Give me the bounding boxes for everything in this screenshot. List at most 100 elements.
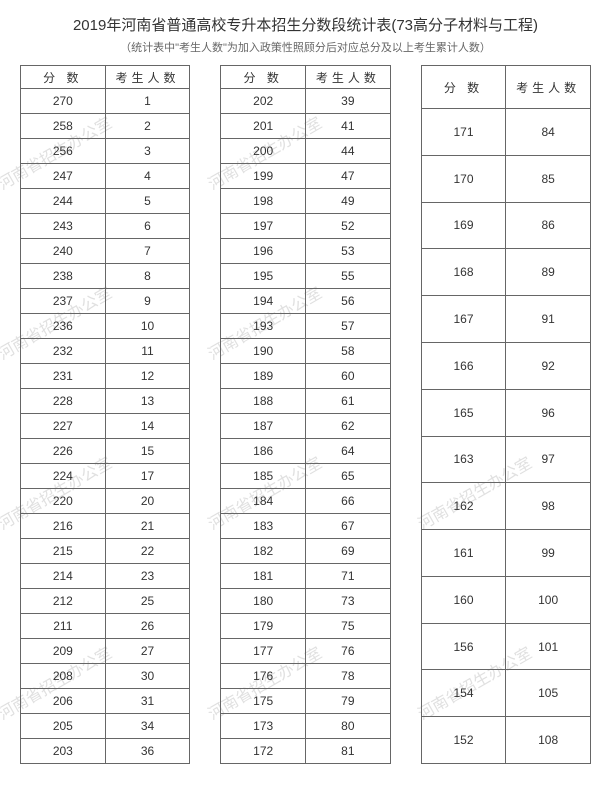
table-row: 19752 <box>221 214 390 239</box>
table-row: 18466 <box>221 489 390 514</box>
table-row: 19357 <box>221 314 390 339</box>
count-cell: 17 <box>105 464 190 489</box>
count-cell: 65 <box>305 464 390 489</box>
table-row: 20044 <box>221 139 390 164</box>
table-row: 17776 <box>221 639 390 664</box>
score-cell: 238 <box>21 264 106 289</box>
count-cell: 66 <box>305 489 390 514</box>
score-cell: 203 <box>21 739 106 764</box>
column-header-count: 考生人数 <box>506 66 591 109</box>
table-row: 18171 <box>221 564 390 589</box>
count-cell: 91 <box>506 296 591 343</box>
count-cell: 61 <box>305 389 390 414</box>
count-cell: 22 <box>105 539 190 564</box>
score-cell: 258 <box>21 114 106 139</box>
table-row: 20927 <box>21 639 190 664</box>
table-row: 21423 <box>21 564 190 589</box>
score-cell: 185 <box>221 464 306 489</box>
score-cell: 243 <box>21 214 106 239</box>
count-cell: 62 <box>305 414 390 439</box>
score-table-1: 分 数考生人数202392014120044199471984919752196… <box>220 65 390 764</box>
score-cell: 181 <box>221 564 306 589</box>
page-subtitle: （统计表中"考生人数"为加入政策性照顾分后对应总分及以上考生累计人数） <box>0 35 611 65</box>
table-row: 17380 <box>221 714 390 739</box>
count-cell: 101 <box>506 623 591 670</box>
score-cell: 180 <box>221 589 306 614</box>
column-header-count: 考生人数 <box>105 66 190 89</box>
column-header-count: 考生人数 <box>305 66 390 89</box>
table-row: 152108 <box>421 717 590 764</box>
table-row: 156101 <box>421 623 590 670</box>
score-cell: 160 <box>421 576 506 623</box>
table-row: 19947 <box>221 164 390 189</box>
score-cell: 175 <box>221 689 306 714</box>
score-cell: 167 <box>421 296 506 343</box>
count-cell: 41 <box>305 114 390 139</box>
count-cell: 85 <box>506 155 591 202</box>
score-cell: 206 <box>21 689 106 714</box>
score-cell: 224 <box>21 464 106 489</box>
count-cell: 20 <box>105 489 190 514</box>
score-cell: 186 <box>221 439 306 464</box>
table-row: 16397 <box>421 436 590 483</box>
table-row: 20830 <box>21 664 190 689</box>
table-row: 19555 <box>221 264 390 289</box>
count-cell: 47 <box>305 164 390 189</box>
score-cell: 240 <box>21 239 106 264</box>
table-row: 17184 <box>421 109 590 156</box>
table-row: 21522 <box>21 539 190 564</box>
table-row: 16692 <box>421 342 590 389</box>
count-cell: 12 <box>105 364 190 389</box>
score-cell: 237 <box>21 289 106 314</box>
table-row: 19058 <box>221 339 390 364</box>
table-row: 17678 <box>221 664 390 689</box>
table-row: 154105 <box>421 670 590 717</box>
score-cell: 247 <box>21 164 106 189</box>
table-row: 22020 <box>21 489 190 514</box>
score-cell: 214 <box>21 564 106 589</box>
count-cell: 86 <box>506 202 591 249</box>
score-cell: 231 <box>21 364 106 389</box>
count-cell: 14 <box>105 414 190 439</box>
score-cell: 195 <box>221 264 306 289</box>
count-cell: 44 <box>305 139 390 164</box>
column-header-score: 分 数 <box>221 66 306 89</box>
table-row: 17579 <box>221 689 390 714</box>
count-cell: 79 <box>305 689 390 714</box>
count-cell: 13 <box>105 389 190 414</box>
count-cell: 21 <box>105 514 190 539</box>
table-row: 160100 <box>421 576 590 623</box>
score-cell: 201 <box>221 114 306 139</box>
count-cell: 80 <box>305 714 390 739</box>
score-cell: 168 <box>421 249 506 296</box>
table-row: 20534 <box>21 714 190 739</box>
table-row: 2436 <box>21 214 190 239</box>
count-cell: 99 <box>506 530 591 577</box>
score-cell: 171 <box>421 109 506 156</box>
score-cell: 211 <box>21 614 106 639</box>
table-row: 2701 <box>21 89 190 114</box>
score-cell: 170 <box>421 155 506 202</box>
count-cell: 10 <box>105 314 190 339</box>
count-cell: 64 <box>305 439 390 464</box>
count-cell: 81 <box>305 739 390 764</box>
table-row: 18664 <box>221 439 390 464</box>
score-cell: 199 <box>221 164 306 189</box>
score-cell: 189 <box>221 364 306 389</box>
table-row: 17975 <box>221 614 390 639</box>
count-cell: 96 <box>506 389 591 436</box>
score-cell: 184 <box>221 489 306 514</box>
score-cell: 177 <box>221 639 306 664</box>
score-cell: 228 <box>21 389 106 414</box>
count-cell: 23 <box>105 564 190 589</box>
score-cell: 162 <box>421 483 506 530</box>
table-row: 16986 <box>421 202 590 249</box>
count-cell: 30 <box>105 664 190 689</box>
count-cell: 31 <box>105 689 190 714</box>
count-cell: 34 <box>105 714 190 739</box>
table-row: 19849 <box>221 189 390 214</box>
count-cell: 84 <box>506 109 591 156</box>
table-row: 2582 <box>21 114 190 139</box>
score-cell: 152 <box>421 717 506 764</box>
table-row: 23610 <box>21 314 190 339</box>
